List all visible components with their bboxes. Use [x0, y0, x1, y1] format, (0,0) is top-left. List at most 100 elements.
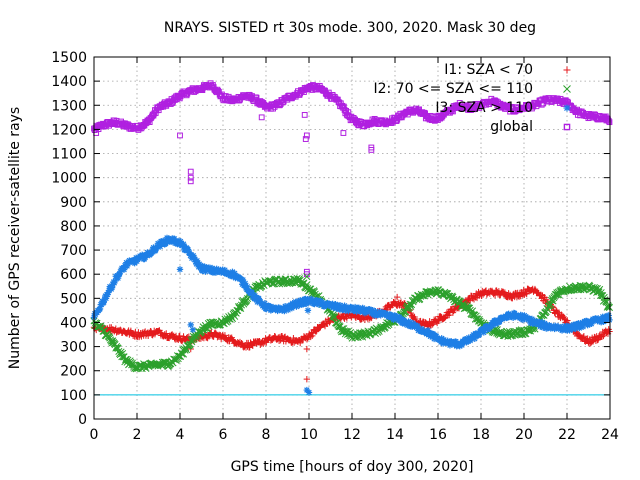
- data-point: [199, 267, 206, 275]
- y-tick-label: 300: [60, 340, 87, 356]
- data-point: [187, 178, 194, 185]
- data-point: [187, 321, 194, 329]
- data-point: [169, 100, 176, 106]
- data-point: [261, 300, 269, 307]
- x-tick-label: 8: [262, 427, 271, 443]
- data-point: [187, 168, 194, 175]
- data-point: [487, 323, 494, 330]
- data-point: [435, 317, 442, 325]
- data-point: [353, 308, 360, 315]
- data-point: [163, 330, 170, 337]
- data-point: [263, 305, 270, 313]
- data-point: [260, 340, 267, 347]
- legend-marker: [563, 85, 571, 93]
- data-point: [171, 235, 178, 242]
- data-point: [458, 341, 466, 349]
- data-point: [213, 265, 220, 272]
- data-point: [478, 292, 485, 299]
- series-i2-70-sza-110: [90, 273, 614, 373]
- data-point: [193, 257, 201, 264]
- data-point: [358, 315, 366, 323]
- data-point: [368, 310, 375, 317]
- data-point: [157, 243, 164, 250]
- data-point: [312, 328, 320, 335]
- data-point: [303, 273, 311, 281]
- y-tick-label: 600: [60, 267, 87, 283]
- data-point: [468, 334, 475, 342]
- data-point: [368, 147, 375, 153]
- data-point: [105, 287, 113, 294]
- data-point: [537, 323, 544, 330]
- legend: I1: SZA < 70 I2: 70 <= SZA <= 110 I3: SZA …: [373, 62, 571, 135]
- x-tick-label: 12: [343, 427, 361, 443]
- data-point: [114, 275, 122, 282]
- data-point: [241, 282, 248, 289]
- data-point: [187, 174, 194, 181]
- x-axis-label: GPS time [hours of doy 300, 2020]: [231, 459, 474, 475]
- data-point: [430, 335, 438, 343]
- data-point: [160, 237, 167, 245]
- data-point: [406, 319, 414, 326]
- data-point: [189, 326, 197, 333]
- data-point: [605, 312, 612, 319]
- y-tick-label: 1500: [51, 50, 87, 66]
- data-point: [606, 328, 613, 335]
- x-tick-label: 2: [133, 427, 142, 443]
- y-tick-label: 1000: [51, 171, 87, 187]
- y-tick-label: 400: [60, 315, 87, 331]
- data-point: [519, 316, 527, 324]
- data-point: [303, 345, 311, 353]
- x-tick-label: 16: [429, 427, 447, 443]
- y-tick-label: 1300: [51, 98, 87, 114]
- data-point: [117, 268, 124, 275]
- data-point: [309, 332, 316, 340]
- data-point: [421, 319, 429, 326]
- data-point: [397, 315, 405, 322]
- data-point: [120, 266, 128, 273]
- data-point: [292, 298, 299, 305]
- data-point: [572, 325, 579, 332]
- data-point: [105, 289, 112, 296]
- data-point: [258, 114, 265, 121]
- x-tick-label: 20: [515, 427, 533, 443]
- data-point: [164, 239, 171, 246]
- data-point: [450, 307, 457, 315]
- y-tick-label: 800: [60, 219, 87, 235]
- legend-label: global: [490, 119, 533, 135]
- data-point: [284, 306, 292, 314]
- y-tick-label: 200: [60, 364, 87, 380]
- data-point: [111, 279, 118, 287]
- data-point: [96, 305, 104, 313]
- data-point: [299, 296, 306, 304]
- data-point: [180, 240, 187, 248]
- data-point: [450, 108, 456, 115]
- legend-label: I2: 70 <= SZA <= 110: [373, 81, 533, 97]
- data-point: [104, 291, 111, 298]
- data-point: [303, 375, 311, 383]
- data-point: [215, 88, 222, 94]
- data-point: [445, 311, 453, 319]
- data-point: [152, 246, 159, 254]
- x-tick-label: 24: [601, 427, 619, 443]
- data-point: [598, 333, 606, 340]
- data-point: [163, 236, 170, 243]
- x-tick-label: 22: [558, 427, 576, 443]
- data-point: [305, 389, 313, 396]
- data-point: [331, 313, 339, 321]
- data-point: [181, 346, 189, 354]
- data-point: [148, 249, 156, 256]
- data-point: [162, 240, 169, 247]
- data-point: [255, 295, 262, 302]
- data-point: [390, 316, 397, 324]
- data-point: [372, 119, 379, 126]
- data-point: [449, 293, 457, 301]
- data-point: [242, 280, 249, 287]
- data-point: [116, 270, 123, 278]
- data-point: [221, 266, 229, 274]
- data-point: [102, 295, 110, 302]
- data-point: [522, 290, 530, 297]
- data-point: [528, 317, 535, 325]
- data-point: [605, 118, 612, 124]
- data-point: [600, 317, 608, 325]
